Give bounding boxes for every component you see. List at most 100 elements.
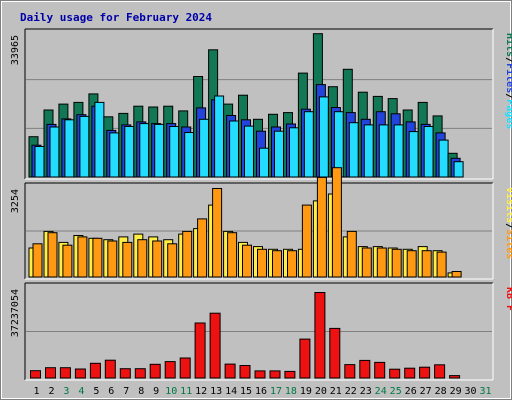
- x-tick-label-28: 28: [435, 386, 447, 397]
- bar-sites-day-28: [436, 251, 447, 278]
- bar-pages-day-16: [259, 147, 269, 178]
- x-tick-label-6: 6: [108, 386, 114, 397]
- bar-pages-day-17: [274, 130, 284, 178]
- bar-kb-f-day-9: [149, 363, 161, 379]
- legend-item-kb-f: KB F: [504, 287, 512, 311]
- bar-pages-day-15: [244, 125, 254, 178]
- max-label-hits: 33965: [10, 35, 21, 65]
- bar-sites-day-3: [62, 244, 73, 278]
- bar-kb-f-day-4: [74, 368, 86, 379]
- x-tick-label-9: 9: [153, 386, 159, 397]
- bar-sites-day-16: [257, 248, 267, 278]
- bar-kb-f-day-13: [209, 312, 221, 379]
- bar-pages-day-28: [438, 139, 449, 178]
- panel-visits: 3254 Visits/Sites: [10, 167, 512, 280]
- bar-pages-day-26: [408, 131, 419, 178]
- x-tick-label-12: 12: [195, 386, 207, 397]
- x-tick-label-25: 25: [390, 386, 402, 397]
- x-tick-label-8: 8: [138, 386, 144, 397]
- x-tick-label-29: 29: [450, 386, 462, 397]
- bar-kb-f-day-29: [449, 375, 461, 379]
- bar-kb-f-day-25: [389, 368, 401, 379]
- bar-kb-f-day-16: [254, 370, 266, 379]
- bar-kb-f-day-6: [104, 359, 116, 379]
- bar-sites-day-19: [301, 204, 312, 278]
- bar-kb-f-day-19: [299, 338, 311, 379]
- bar-sites-day-23: [361, 247, 372, 278]
- bar-sites-day-18: [287, 250, 297, 278]
- bar-sites-day-15: [242, 244, 252, 278]
- x-tick-label-2: 2: [48, 386, 54, 397]
- bar-pages-day-7: [124, 126, 135, 178]
- bar-sites-day-5: [92, 237, 103, 278]
- bar-pages-day-27: [423, 126, 434, 178]
- x-tick-label-31: 31: [479, 386, 491, 397]
- bar-pages-day-18: [289, 127, 299, 178]
- bar-kb-f-day-10: [164, 361, 176, 379]
- bar-kb-f-day-3: [59, 367, 71, 379]
- panel-kbytes: 37237054 KB F: [10, 282, 512, 381]
- x-tick-label-22: 22: [345, 386, 357, 397]
- bar-sites-day-2: [47, 232, 58, 278]
- x-tick-label-3: 3: [63, 386, 69, 397]
- x-tick-label-16: 16: [255, 386, 267, 397]
- bar-kb-f-day-7: [119, 368, 131, 379]
- bar-pages-day-8: [139, 123, 150, 178]
- x-tick-label-1: 1: [33, 386, 39, 397]
- bar-sites-day-6: [107, 240, 118, 278]
- bar-sites-day-24: [376, 247, 387, 278]
- bar-sites-day-29: [451, 271, 462, 278]
- bar-kb-f-day-22: [344, 364, 356, 379]
- x-tick-label-5: 5: [93, 386, 99, 397]
- legend-item-visits: Visits: [504, 187, 512, 223]
- bar-sites-day-8: [137, 239, 148, 278]
- bar-sites-day-25: [391, 248, 402, 278]
- bar-pages-day-10: [169, 126, 180, 178]
- bar-sites-day-14: [227, 232, 238, 278]
- x-tick-label-24: 24: [375, 386, 387, 397]
- bar-kb-f-day-20: [314, 292, 326, 379]
- x-tick-label-14: 14: [225, 386, 237, 397]
- legend-item-hits: Hits: [504, 33, 512, 57]
- bar-sites-day-27: [421, 250, 432, 278]
- x-tick-label-15: 15: [240, 386, 252, 397]
- bar-sites-day-26: [406, 250, 417, 278]
- bar-pages-day-19: [303, 111, 314, 178]
- bar-pages-day-22: [348, 122, 359, 178]
- x-tick-label-11: 11: [180, 386, 192, 397]
- bar-kb-f-day-28: [434, 364, 446, 379]
- bar-pages-day-29: [453, 161, 464, 178]
- bar-kb-f-day-2: [45, 367, 56, 379]
- bar-sites-day-12: [197, 218, 208, 278]
- bar-sites-day-17: [272, 250, 282, 278]
- x-tick-label-13: 13: [210, 386, 222, 397]
- bar-sites-day-10: [167, 243, 178, 278]
- bar-pages-day-24: [378, 124, 389, 178]
- bar-pages-day-5: [94, 101, 105, 178]
- bar-kb-f-day-14: [224, 363, 236, 379]
- bar-sites-day-11: [182, 230, 193, 278]
- bar-pages-day-13: [214, 95, 225, 178]
- bar-pages-day-1: [34, 146, 45, 178]
- bar-sites-day-20: [316, 176, 327, 278]
- bar-pages-day-25: [393, 124, 404, 178]
- bar-sites-day-1: [32, 243, 43, 278]
- x-tick-label-30: 30: [464, 386, 476, 397]
- bar-sites-day-4: [77, 236, 88, 278]
- bar-kb-f-day-1: [30, 370, 41, 379]
- x-tick-label-23: 23: [360, 386, 372, 397]
- bar-kb-f-day-23: [359, 359, 371, 379]
- legend-separator: /: [504, 223, 512, 229]
- bar-kb-f-day-27: [419, 366, 431, 379]
- legend-separator: /: [504, 57, 512, 63]
- bar-kb-f-day-8: [134, 368, 146, 379]
- bar-kb-f-day-24: [374, 361, 386, 379]
- bar-kb-f-day-21: [329, 327, 341, 379]
- x-tick-label-27: 27: [420, 386, 432, 397]
- bar-pages-day-12: [199, 118, 210, 178]
- bar-sites-day-22: [346, 230, 357, 278]
- x-tick-label-19: 19: [300, 386, 312, 397]
- bar-pages-day-6: [109, 132, 120, 178]
- bar-kb-f-day-26: [404, 367, 416, 379]
